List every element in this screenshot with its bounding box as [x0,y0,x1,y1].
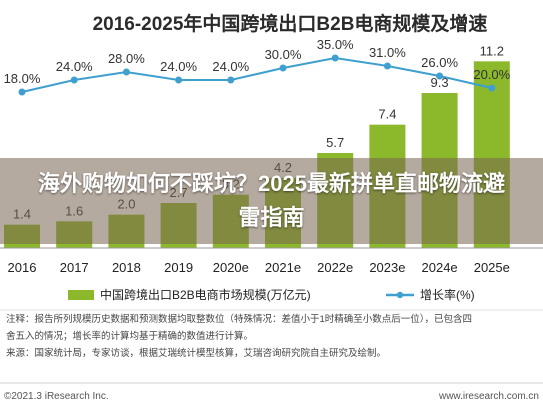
growth-point-2020e [227,76,235,84]
x-tick-2019: 2019 [164,260,193,275]
growth-label-2023e: 31.0% [369,45,406,60]
legend: 中国跨境出口B2B电商市场规模(万亿元) 增长率(%) [68,287,475,302]
x-tick-2023e: 2023e [369,260,405,275]
x-tick-2025e: 2025e [474,260,510,275]
growth-point-2022e [331,54,339,62]
growth-label-2024e: 26.0% [421,55,458,70]
growth-label-2018: 28.0% [108,51,145,66]
bar-value-label-2023e: 7.4 [378,107,396,122]
x-tick-2020e: 2020e [213,260,249,275]
growth-point-2018 [122,68,130,76]
growth-label-2025e: 20.0% [473,67,510,82]
growth-point-2025e [488,84,496,92]
growth-point-2019 [175,76,183,84]
growth-label-2022e: 35.0% [317,37,354,52]
growth-point-2024e [436,72,444,80]
bar-value-label-2025e: 11.2 [480,43,504,58]
growth-point-2016 [18,88,26,96]
legend-bar-swatch [68,290,94,300]
legend-bar-label: 中国跨境出口B2B电商市场规模(万亿元) [100,287,311,302]
note-line-3: 来源：国家统计局，专家访谈，根据艾瑞统计模型核算，艾瑞咨询研究院自主研究及绘制。 [6,347,386,359]
growth-point-2017 [70,76,78,84]
x-tick-2016: 2016 [8,260,37,275]
growth-label-2017: 24.0% [56,59,93,74]
growth-rate-line [21,56,493,93]
growth-label-2020e: 24.0% [212,59,249,74]
bar-value-label-2024e: 9.3 [431,75,449,90]
growth-label-2016: 18.0% [4,71,41,86]
x-tick-2022e: 2022e [317,260,353,275]
overlay-banner: 海外购物如何不踩坑？2025最新拼单直邮物流避雷指南 [0,158,543,244]
footer-copyright: ©2021.3 iResearch Inc. [4,391,109,402]
legend-line-marker [396,291,404,299]
growth-label-2019: 24.0% [160,59,197,74]
chart-title: 2016-2025年中国跨境出口B2B电商规模及增速 [93,12,488,35]
legend-line-label: 增长率(%) [420,287,475,302]
footer-url: www.iresearch.com.cn [438,391,539,402]
note-line-1: 注释：报告所列规模历史数据和预测数据均取整数位（特殊情况：差值小于1时精确至小数… [6,313,472,325]
growth-label-2021e: 30.0% [265,47,302,62]
bar-value-label-2022e: 5.7 [326,135,344,150]
overlay-headline: 海外购物如何不踩坑？2025最新拼单直邮物流避雷指南 [38,171,505,230]
x-tick-2021e: 2021e [265,260,301,275]
x-tick-2018: 2018 [112,260,141,275]
x-tick-2017: 2017 [60,260,89,275]
growth-point-2021e [279,64,287,72]
growth-point-2023e [383,62,391,70]
note-line-2: 舍五入的情况；增长率的计算均基于精确的数值进行计算。 [6,330,253,342]
x-tick-2024e: 2024e [422,260,458,275]
